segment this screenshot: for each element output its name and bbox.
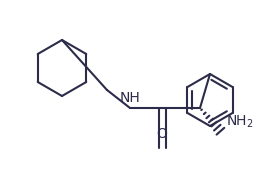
Text: NH: NH	[120, 91, 140, 105]
Text: O: O	[156, 127, 167, 141]
Text: NH$_2$: NH$_2$	[226, 114, 254, 130]
